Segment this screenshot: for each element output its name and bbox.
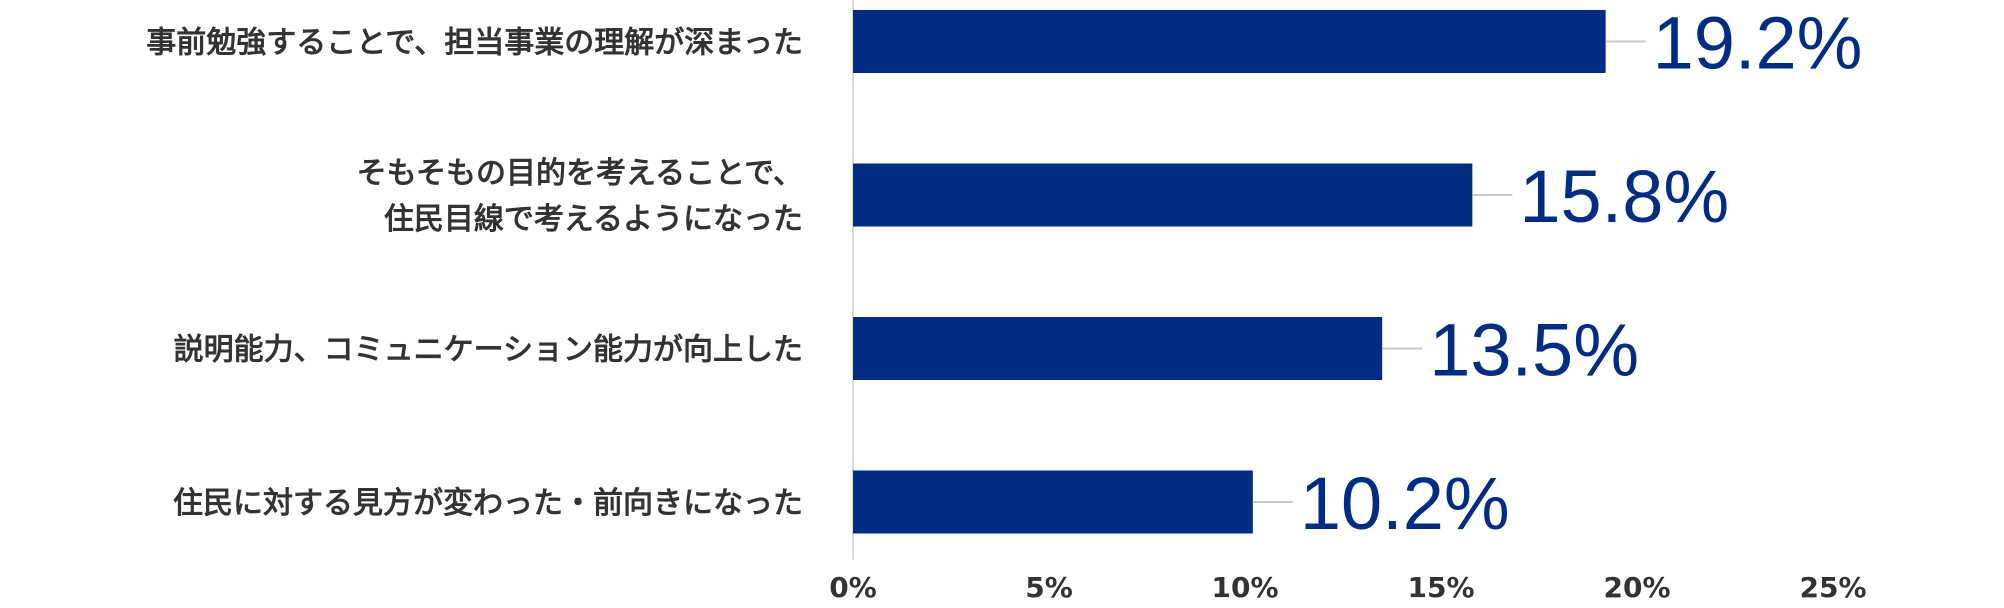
- bar-1: [853, 10, 1606, 73]
- data-labels-group: 19.2% 15.8% 13.5% 10.2%: [1300, 2, 1863, 546]
- category-labels-group: 事前勉強することで、担当事業の理解が深まったそもそもの目的を考えることで、住民目…: [146, 26, 803, 522]
- x-tick-labels-group: 0% 5% 10% 15% 20% 25%: [829, 571, 1866, 604]
- bar-3: [853, 317, 1383, 380]
- category-label-3-line-1: 説明能力、コミュニケーション能力が向上した: [174, 333, 803, 368]
- bar-2: [853, 163, 1473, 227]
- x-tick-label-10: 10%: [1211, 571, 1278, 604]
- data-label-3: 13.5%: [1429, 309, 1639, 392]
- category-label-4-line-1: 住民に対する見方が変わった・前向きになった: [173, 486, 803, 521]
- x-tick-label-5: 5%: [1025, 571, 1073, 604]
- category-label-1-line-1: 事前勉強することで、担当事業の理解が深まった: [146, 26, 803, 61]
- data-label-4: 10.2%: [1300, 462, 1510, 545]
- category-label-2-line-1: そもそもの目的を考えることで、: [357, 156, 803, 191]
- x-tick-label-25: 25%: [1799, 571, 1866, 604]
- data-label-1: 19.2%: [1653, 2, 1863, 85]
- bar-4: [853, 470, 1253, 534]
- bars-group: [853, 10, 1606, 534]
- x-tick-label-15: 15%: [1407, 571, 1474, 604]
- leader-lines-group: [1252, 40, 1646, 503]
- x-tick-label-20: 20%: [1603, 571, 1670, 604]
- category-label-2-line-2: 住民目線で考えるようになった: [384, 202, 803, 237]
- x-tick-label-0: 0%: [829, 571, 877, 604]
- data-label-2: 15.8%: [1519, 155, 1729, 238]
